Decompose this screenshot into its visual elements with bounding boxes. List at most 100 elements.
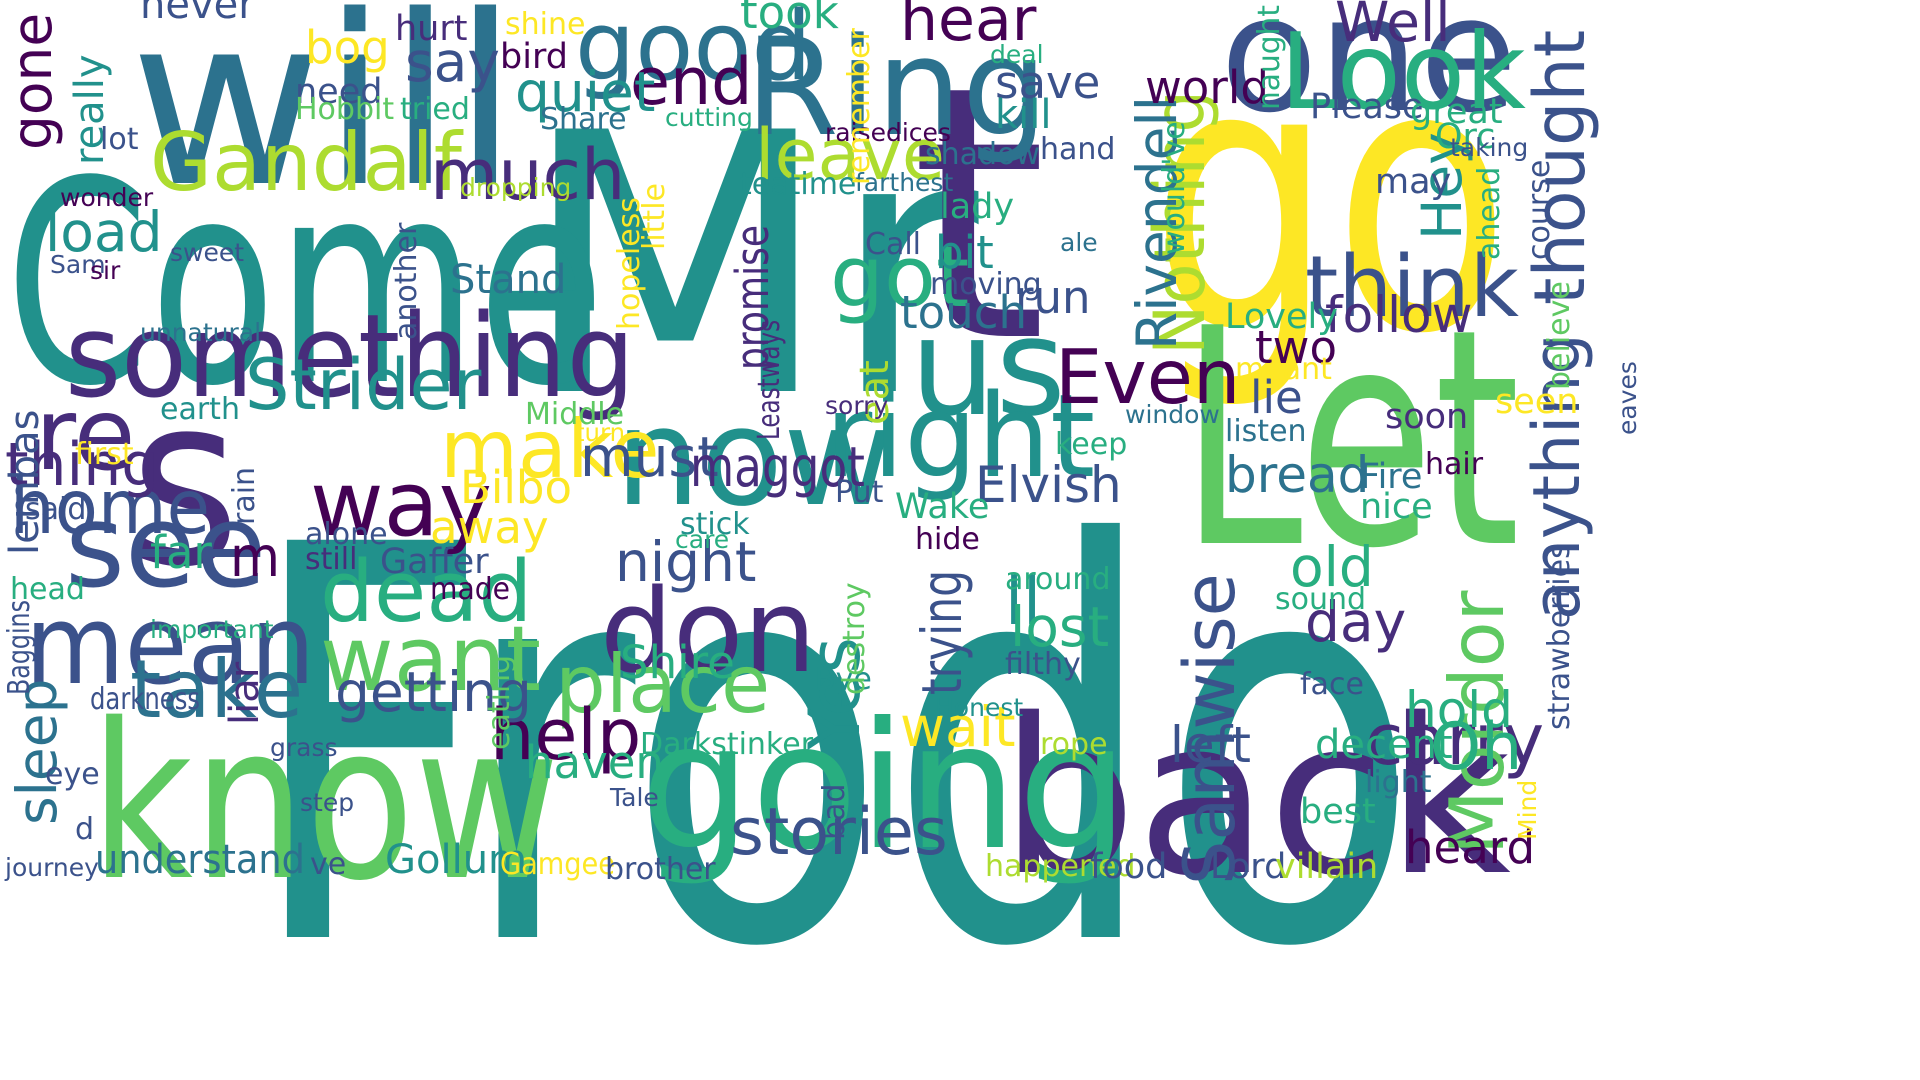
cloud-word-happened: happened [985,849,1136,884]
cloud-word-fire: Fire [1360,457,1423,497]
cloud-word-think: think [1305,238,1519,337]
cloud-word-believe: believe [1542,281,1577,390]
cloud-word-mr: Mr [520,57,979,476]
cloud-word-help: help [490,694,642,776]
cloud-word-us: us [910,289,1066,446]
cloud-word-bread: bread [1225,446,1370,504]
cloud-word-kill: kill [995,92,1052,138]
cloud-word-ale: ale [1060,228,1098,257]
cloud-word-night: night [615,530,757,594]
cloud-word-bird: bird [500,37,568,77]
cloud-word-end: end [630,45,753,120]
cloud-word-now: now [615,379,894,536]
cloud-word-lord: Lord [1210,847,1287,887]
cloud-word-t: t [910,11,1048,419]
cloud-word-run: run [1015,271,1091,324]
cloud-word-say: say [405,30,500,94]
cloud-word-home: home [10,463,211,551]
cloud-word-lady: lady [940,187,1015,227]
cloud-word-dead: dead [320,543,533,642]
cloud-word-middle: Middle [525,397,625,432]
cloud-word-may: may [1375,162,1452,202]
cloud-word-two: two [1255,321,1337,374]
cloud-word-re: re [35,376,136,493]
cloud-word-would-ve: would've [1157,121,1192,255]
cloud-word-ve: ve [310,847,347,882]
cloud-word-gamgee: Gamgee [500,847,616,882]
cloud-word-shire: Shire [620,636,735,689]
cloud-word-hair: hair [1425,447,1484,482]
cloud-word-maggot: maggot [690,435,865,499]
cloud-word-remember: remember [842,28,877,185]
cloud-word-never: never [140,0,255,28]
cloud-word-darkness: darkness [90,682,201,717]
cloud-word-don: don [600,565,817,699]
cloud-word-hear: hear [900,0,1037,55]
cloud-word-mind: Mind [1513,779,1542,840]
cloud-word-got: got [830,228,970,327]
cloud-word-villain: villain [1275,847,1379,887]
cloud-word-keep: keep [1055,427,1128,462]
cloud-word-cutting: cutting [665,103,753,132]
cloud-word-something: something [65,290,635,424]
cloud-word-window: window [1125,400,1220,429]
cloud-word-earth: earth [160,392,240,427]
cloud-word-look: Look [1280,11,1526,133]
cloud-word-still: still [305,542,358,577]
cloud-word-going: going [640,686,1129,889]
cloud-word-left: left [1170,716,1251,774]
cloud-word-farthest: farthest [855,168,954,197]
cloud-word-tale: Tale [610,783,659,812]
cloud-word-gandalf: Gandalf [150,116,462,209]
cloud-word-sweet: sweet [170,238,245,267]
cloud-word-see: see [65,480,267,614]
cloud-word-lie: lie [1250,371,1303,424]
cloud-word-hold: hold [1405,681,1513,739]
cloud-word-much: much [430,134,626,216]
cloud-word-filthy: filthy [1005,647,1081,682]
cloud-word-trying: trying [910,569,974,695]
cloud-word-call: Call [865,227,922,262]
cloud-word-sleep: sleep [5,678,69,825]
cloud-word-put: Put [835,475,884,510]
cloud-word-even: Even [1055,333,1241,421]
cloud-word-oh: Oh [1430,710,1523,785]
cloud-word-thing: thing [5,430,160,500]
cloud-word-said: said [25,492,87,527]
cloud-word-elvish: Elvish [975,456,1122,514]
cloud-word-wonder: wonder [60,183,154,212]
cloud-word-food: food [1090,847,1168,887]
cloud-word-best: best [1300,792,1376,832]
cloud-word-sorry: sorry [825,391,889,420]
cloud-word-away: away [430,501,549,554]
cloud-word-save: save [995,56,1101,109]
cloud-word-need: need [295,72,383,112]
cloud-word-teatime: teatime [740,167,857,202]
cloud-word-strider: Strider [245,344,482,426]
cloud-word-day: day [1305,590,1407,654]
cloud-word-eaves: eaves [1613,361,1642,435]
cloud-word-soon: soon [1385,397,1469,437]
cloud-word-stories: stories [730,795,948,870]
cloud-word-follow: follow [1325,286,1473,344]
cloud-word-make: make [440,403,660,496]
cloud-word-come: Come [5,122,605,448]
cloud-word-touch: touch [900,286,1027,339]
cloud-word-frodo: Frodo [245,431,1421,1066]
cloud-word-wake: Wake [895,487,990,527]
cloud-word-light: light [1365,765,1432,800]
cloud-word-m: m [230,525,280,589]
cloud-word-around: around [1005,562,1111,597]
cloud-word-lovely: Lovely [1225,297,1338,337]
cloud-word-heard: heard [1405,821,1536,874]
cloud-word-dropping: dropping [460,173,572,202]
cloud-word-deal: deal [990,40,1044,69]
cloud-word-far: far [150,526,212,579]
cloud-word-right: right [825,370,1096,504]
cloud-word-alone: alone [305,517,388,552]
cloud-word-first: first [75,437,134,472]
cloud-word-getting: getting [335,660,532,724]
cloud-word-eating: eating [482,655,517,750]
cloud-word-take: take [130,643,304,736]
